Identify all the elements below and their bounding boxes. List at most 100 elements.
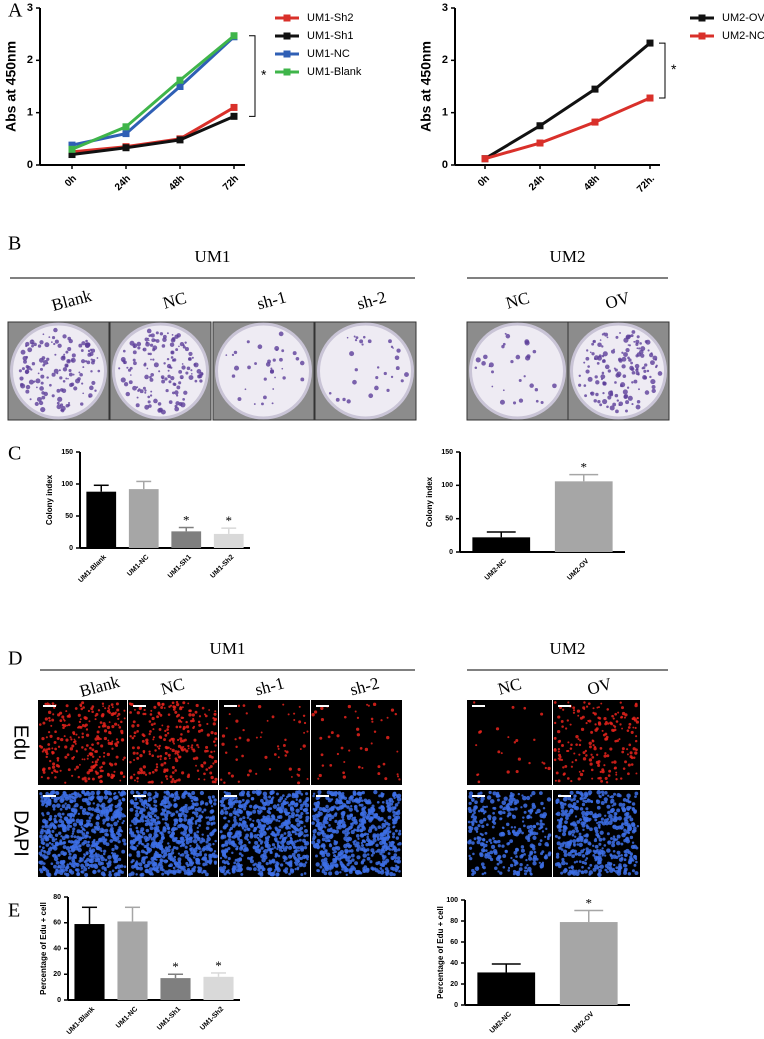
colony bbox=[39, 386, 44, 391]
dapi-nucleus bbox=[84, 829, 86, 831]
edu-nucleus bbox=[97, 759, 99, 761]
colony bbox=[656, 365, 658, 367]
dapi-nucleus bbox=[629, 818, 633, 822]
edu-nucleus bbox=[214, 737, 217, 740]
dapi-nucleus bbox=[280, 863, 283, 866]
dapi-nucleus bbox=[284, 832, 287, 835]
colony bbox=[279, 358, 283, 362]
colony bbox=[145, 338, 149, 342]
dapi-nucleus bbox=[366, 838, 370, 842]
edu-nucleus bbox=[371, 721, 373, 723]
edu-nucleus bbox=[621, 706, 624, 709]
dapi-nucleus bbox=[604, 815, 606, 817]
colony bbox=[57, 402, 60, 405]
dapi-nucleus bbox=[276, 792, 279, 795]
edu-nucleus bbox=[567, 750, 569, 752]
dapi-nucleus bbox=[335, 841, 338, 844]
bar bbox=[203, 977, 233, 1000]
dapi-nucleus bbox=[539, 791, 543, 795]
colony bbox=[632, 330, 636, 334]
colony bbox=[602, 392, 604, 394]
dapi-nucleus bbox=[63, 852, 67, 856]
edu-nucleus bbox=[132, 737, 135, 740]
dapi-nucleus bbox=[583, 848, 585, 850]
dapi-nucleus bbox=[328, 839, 331, 842]
colony bbox=[19, 376, 23, 380]
dapi-nucleus bbox=[194, 851, 197, 854]
colony bbox=[148, 400, 151, 403]
dapi-nucleus bbox=[572, 839, 576, 843]
edu-nucleus bbox=[293, 713, 295, 715]
colony bbox=[57, 344, 61, 348]
edu-nucleus bbox=[92, 761, 94, 763]
dapi-nucleus bbox=[229, 813, 233, 817]
dapi-nucleus bbox=[144, 869, 148, 873]
dapi-nucleus bbox=[502, 827, 504, 829]
dapi-nucleus bbox=[188, 828, 193, 833]
legend-marker bbox=[284, 51, 291, 58]
bar bbox=[472, 537, 530, 552]
colony bbox=[594, 358, 596, 360]
edu-nucleus bbox=[113, 771, 115, 773]
dapi-nucleus bbox=[484, 844, 487, 847]
dapi-nucleus bbox=[574, 836, 576, 838]
y-tick-label: 0 bbox=[449, 549, 453, 556]
significance-label: * bbox=[226, 513, 233, 528]
edu-nucleus bbox=[174, 769, 177, 772]
dapi-nucleus bbox=[54, 815, 57, 818]
dapi-nucleus bbox=[59, 839, 62, 842]
edu-nucleus bbox=[151, 780, 154, 783]
dapi-nucleus bbox=[246, 792, 249, 795]
dapi-nucleus bbox=[274, 846, 277, 849]
edu-nucleus bbox=[582, 716, 585, 719]
edu-nucleus bbox=[150, 710, 152, 712]
colony bbox=[137, 346, 140, 349]
edu-nucleus bbox=[84, 758, 86, 760]
x-tick-label: UM2-OV bbox=[566, 558, 590, 582]
edu-nucleus bbox=[516, 770, 519, 773]
dapi-nucleus bbox=[352, 841, 355, 844]
dapi-nucleus bbox=[223, 866, 227, 870]
dapi-nucleus bbox=[319, 807, 323, 811]
colony bbox=[168, 370, 170, 372]
dapi-nucleus bbox=[112, 869, 115, 872]
dapi-nucleus bbox=[69, 870, 72, 873]
colony bbox=[81, 349, 84, 352]
y-tick-label: 0 bbox=[57, 997, 61, 1004]
colony bbox=[300, 378, 304, 382]
dapi-nucleus bbox=[118, 799, 121, 802]
dapi-nucleus bbox=[344, 868, 348, 872]
colony bbox=[645, 340, 650, 345]
colony bbox=[195, 380, 198, 383]
edu-nucleus bbox=[611, 715, 614, 718]
edu-nucleus bbox=[578, 754, 580, 756]
dapi-nucleus bbox=[100, 804, 103, 807]
colony bbox=[392, 347, 394, 349]
edu-nucleus bbox=[54, 741, 57, 744]
dapi-nucleus bbox=[393, 796, 396, 799]
edu-nucleus bbox=[627, 772, 630, 775]
panel-label: C bbox=[8, 443, 21, 465]
y-tick-label: 80 bbox=[450, 918, 458, 925]
colony bbox=[621, 352, 623, 354]
dapi-nucleus bbox=[283, 848, 287, 852]
dapi-nucleus bbox=[53, 797, 57, 801]
dapi-nucleus bbox=[48, 799, 51, 802]
edu-nucleus bbox=[188, 713, 191, 716]
dapi-nucleus bbox=[568, 833, 571, 836]
dapi-nucleus bbox=[522, 796, 527, 801]
dapi-nucleus bbox=[106, 810, 110, 814]
dapi-nucleus bbox=[511, 826, 513, 828]
edu-nucleus bbox=[190, 746, 192, 748]
edu-nucleus bbox=[80, 705, 82, 707]
colony bbox=[65, 351, 68, 354]
colony bbox=[631, 367, 635, 371]
dapi-nucleus bbox=[474, 805, 477, 808]
edu-nucleus bbox=[78, 714, 81, 717]
colony bbox=[89, 386, 94, 391]
edu-nucleus bbox=[87, 755, 89, 757]
edu-nucleus bbox=[146, 742, 149, 745]
dapi-nucleus bbox=[118, 826, 121, 829]
dapi-nucleus bbox=[86, 851, 89, 854]
dapi-nucleus bbox=[38, 861, 41, 864]
